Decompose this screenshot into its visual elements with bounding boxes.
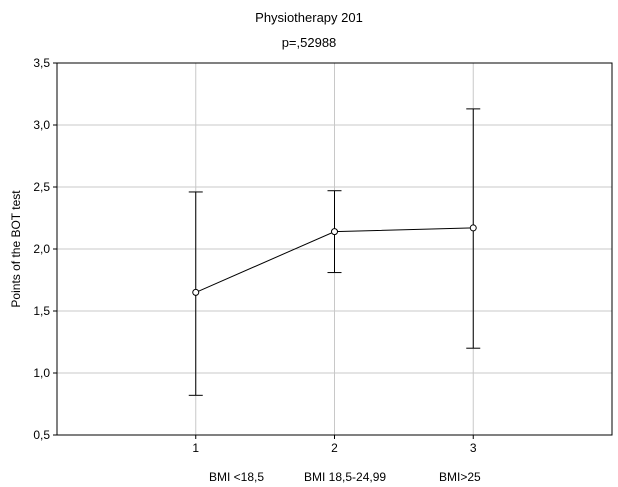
category-label: BMI 18,5-24,99 xyxy=(304,470,387,484)
y-tick-label: 0,5 xyxy=(33,428,50,442)
y-tick-label: 2,0 xyxy=(33,242,50,256)
category-label: BMI <18,5 xyxy=(209,470,265,484)
y-tick-label: 3,0 xyxy=(33,118,50,132)
category-label: BMI>25 xyxy=(439,470,481,484)
x-tick-label: 1 xyxy=(192,441,199,455)
x-tick-label: 3 xyxy=(470,441,477,455)
y-tick-label: 1,0 xyxy=(33,366,50,380)
data-point xyxy=(331,228,338,236)
data-point xyxy=(469,224,477,232)
y-tick-label: 1,5 xyxy=(33,304,50,318)
y-tick-label: 2,5 xyxy=(33,180,50,194)
data-point xyxy=(192,288,200,296)
x-tick-label: 2 xyxy=(331,441,338,455)
chart-title: Physiotherapy 201 xyxy=(255,10,363,25)
y-tick-label: 3,5 xyxy=(33,56,50,70)
y-axis-label: Points of the BOT test xyxy=(9,190,23,308)
chart-subtitle: p=,52988 xyxy=(281,35,337,50)
